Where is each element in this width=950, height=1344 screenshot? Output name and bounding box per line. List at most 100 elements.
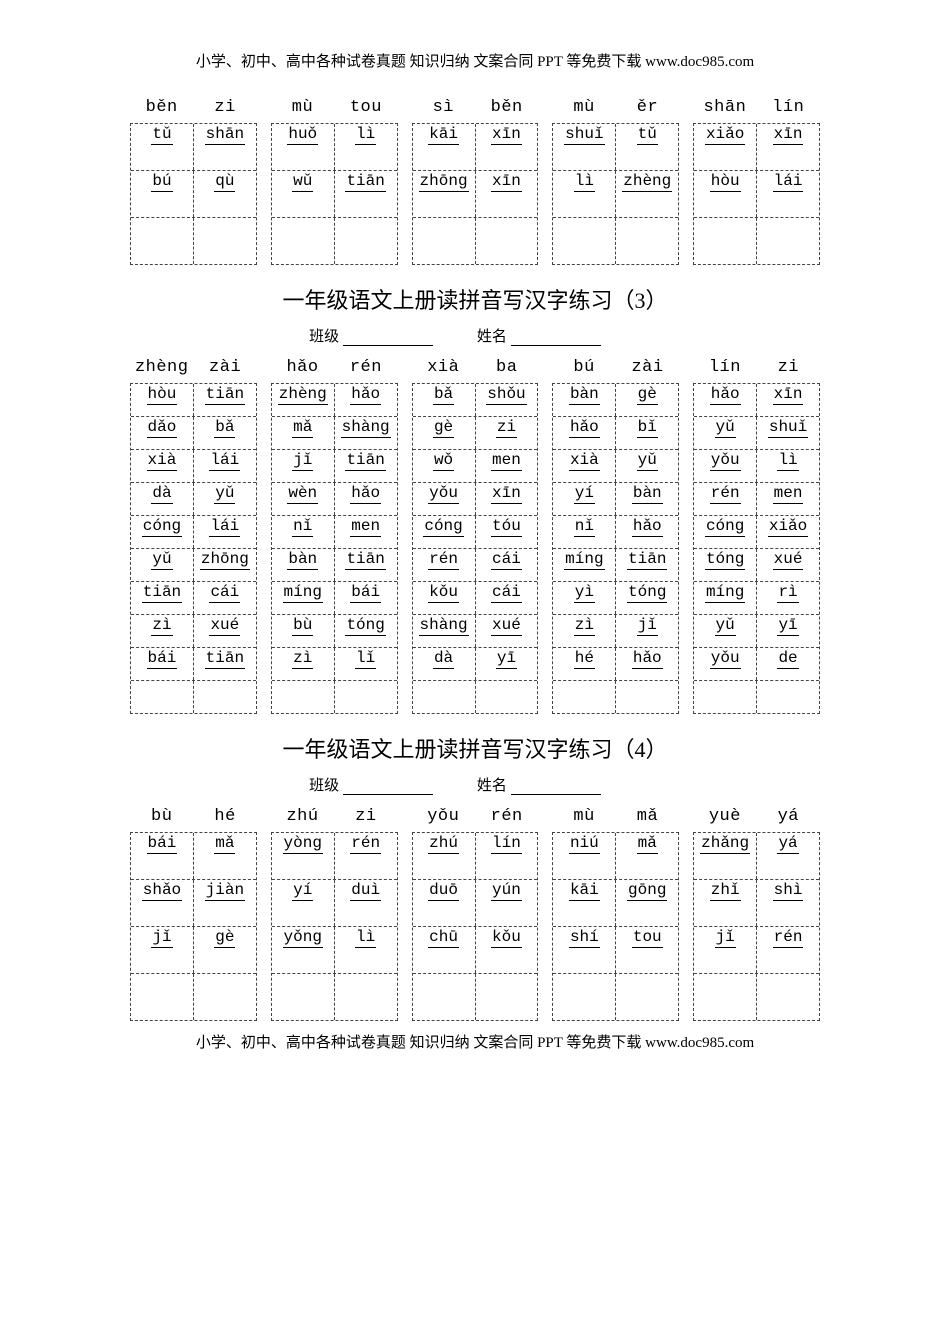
- grid-cell[interactable]: [335, 681, 397, 713]
- grid-cell[interactable]: yòng: [272, 833, 335, 879]
- grid-cell[interactable]: tiān: [131, 582, 194, 614]
- grid-cell[interactable]: cóng: [413, 516, 476, 548]
- grid-cell[interactable]: de: [757, 648, 819, 680]
- grid-cell[interactable]: lái: [194, 516, 256, 548]
- grid-cell[interactable]: yá: [757, 833, 819, 879]
- grid-cell[interactable]: bái: [131, 648, 194, 680]
- grid-cell[interactable]: zì: [272, 648, 335, 680]
- grid-cell[interactable]: bái: [131, 833, 194, 879]
- grid-cell[interactable]: [757, 218, 819, 264]
- grid-cell[interactable]: wèn: [272, 483, 335, 515]
- grid-cell[interactable]: yǔ: [694, 615, 757, 647]
- grid-cell[interactable]: tiān: [335, 450, 397, 482]
- grid-cell[interactable]: bǎ: [194, 417, 256, 449]
- grid-cell[interactable]: yī: [476, 648, 538, 680]
- grid-cell[interactable]: tóng: [694, 549, 757, 581]
- grid-cell[interactable]: dà: [131, 483, 194, 515]
- grid-cell[interactable]: [616, 974, 678, 1020]
- grid-cell[interactable]: jǐ: [131, 927, 194, 973]
- grid-cell[interactable]: bú: [131, 171, 194, 217]
- grid-cell[interactable]: zì: [553, 615, 616, 647]
- grid-cell[interactable]: yì: [553, 582, 616, 614]
- grid-cell[interactable]: cái: [476, 582, 538, 614]
- grid-cell[interactable]: lì: [757, 450, 819, 482]
- grid-cell[interactable]: rì: [757, 582, 819, 614]
- grid-cell[interactable]: lái: [757, 171, 819, 217]
- grid-cell[interactable]: hǎo: [616, 648, 678, 680]
- grid-cell[interactable]: mǎ: [272, 417, 335, 449]
- grid-cell[interactable]: yǒu: [694, 450, 757, 482]
- grid-cell[interactable]: kǒu: [476, 927, 538, 973]
- grid-cell[interactable]: hǎo: [694, 384, 757, 416]
- grid-cell[interactable]: chū: [413, 927, 476, 973]
- grid-cell[interactable]: kǒu: [413, 582, 476, 614]
- grid-cell[interactable]: xīn: [476, 171, 538, 217]
- grid-cell[interactable]: nǐ: [553, 516, 616, 548]
- grid-cell[interactable]: rén: [694, 483, 757, 515]
- grid-cell[interactable]: [694, 974, 757, 1020]
- grid-cell[interactable]: lái: [194, 450, 256, 482]
- grid-cell[interactable]: zhōng: [194, 549, 256, 581]
- grid-cell[interactable]: tou: [616, 927, 678, 973]
- grid-cell[interactable]: cóng: [131, 516, 194, 548]
- grid-cell[interactable]: xià: [553, 450, 616, 482]
- grid-cell[interactable]: dà: [413, 648, 476, 680]
- grid-cell[interactable]: [272, 974, 335, 1020]
- grid-cell[interactable]: zi: [476, 417, 538, 449]
- grid-cell[interactable]: lì: [335, 927, 397, 973]
- grid-cell[interactable]: [272, 218, 335, 264]
- grid-cell[interactable]: [194, 974, 256, 1020]
- grid-cell[interactable]: yún: [476, 880, 538, 926]
- grid-cell[interactable]: yī: [757, 615, 819, 647]
- grid-cell[interactable]: shuǐ: [553, 124, 616, 170]
- grid-cell[interactable]: tóu: [476, 516, 538, 548]
- grid-cell[interactable]: zhōng: [413, 171, 476, 217]
- grid-cell[interactable]: jǐ: [616, 615, 678, 647]
- grid-cell[interactable]: lì: [335, 124, 397, 170]
- grid-cell[interactable]: xīn: [757, 124, 819, 170]
- grid-cell[interactable]: xué: [757, 549, 819, 581]
- grid-cell[interactable]: xīn: [476, 483, 538, 515]
- grid-cell[interactable]: [131, 218, 194, 264]
- grid-cell[interactable]: bǎ: [413, 384, 476, 416]
- grid-cell[interactable]: kāi: [553, 880, 616, 926]
- grid-cell[interactable]: zhú: [413, 833, 476, 879]
- grid-cell[interactable]: shuǐ: [757, 417, 819, 449]
- grid-cell[interactable]: huǒ: [272, 124, 335, 170]
- class-blank[interactable]: [343, 331, 433, 346]
- grid-cell[interactable]: [476, 974, 538, 1020]
- grid-cell[interactable]: nǐ: [272, 516, 335, 548]
- grid-cell[interactable]: zhèng: [272, 384, 335, 416]
- grid-cell[interactable]: xiǎo: [757, 516, 819, 548]
- grid-cell[interactable]: zì: [131, 615, 194, 647]
- grid-cell[interactable]: tiān: [335, 549, 397, 581]
- grid-cell[interactable]: míng: [694, 582, 757, 614]
- grid-cell[interactable]: [335, 218, 397, 264]
- grid-cell[interactable]: yǔ: [194, 483, 256, 515]
- grid-cell[interactable]: gè: [616, 384, 678, 416]
- grid-cell[interactable]: rén: [335, 833, 397, 879]
- grid-cell[interactable]: [413, 974, 476, 1020]
- grid-cell[interactable]: bǐ: [616, 417, 678, 449]
- grid-cell[interactable]: zhǎng: [694, 833, 757, 879]
- grid-cell[interactable]: gè: [194, 927, 256, 973]
- grid-cell[interactable]: dǎo: [131, 417, 194, 449]
- grid-cell[interactable]: men: [757, 483, 819, 515]
- grid-cell[interactable]: [194, 681, 256, 713]
- grid-cell[interactable]: tóng: [616, 582, 678, 614]
- class-blank[interactable]: [343, 780, 433, 795]
- grid-cell[interactable]: yǒu: [694, 648, 757, 680]
- grid-cell[interactable]: [553, 218, 616, 264]
- grid-cell[interactable]: kāi: [413, 124, 476, 170]
- grid-cell[interactable]: míng: [553, 549, 616, 581]
- grid-cell[interactable]: yǔ: [616, 450, 678, 482]
- grid-cell[interactable]: [694, 218, 757, 264]
- grid-cell[interactable]: [476, 681, 538, 713]
- grid-cell[interactable]: jǐ: [272, 450, 335, 482]
- grid-cell[interactable]: yǒu: [413, 483, 476, 515]
- grid-cell[interactable]: qù: [194, 171, 256, 217]
- grid-cell[interactable]: lín: [476, 833, 538, 879]
- grid-cell[interactable]: duō: [413, 880, 476, 926]
- grid-cell[interactable]: xué: [194, 615, 256, 647]
- grid-cell[interactable]: shì: [757, 880, 819, 926]
